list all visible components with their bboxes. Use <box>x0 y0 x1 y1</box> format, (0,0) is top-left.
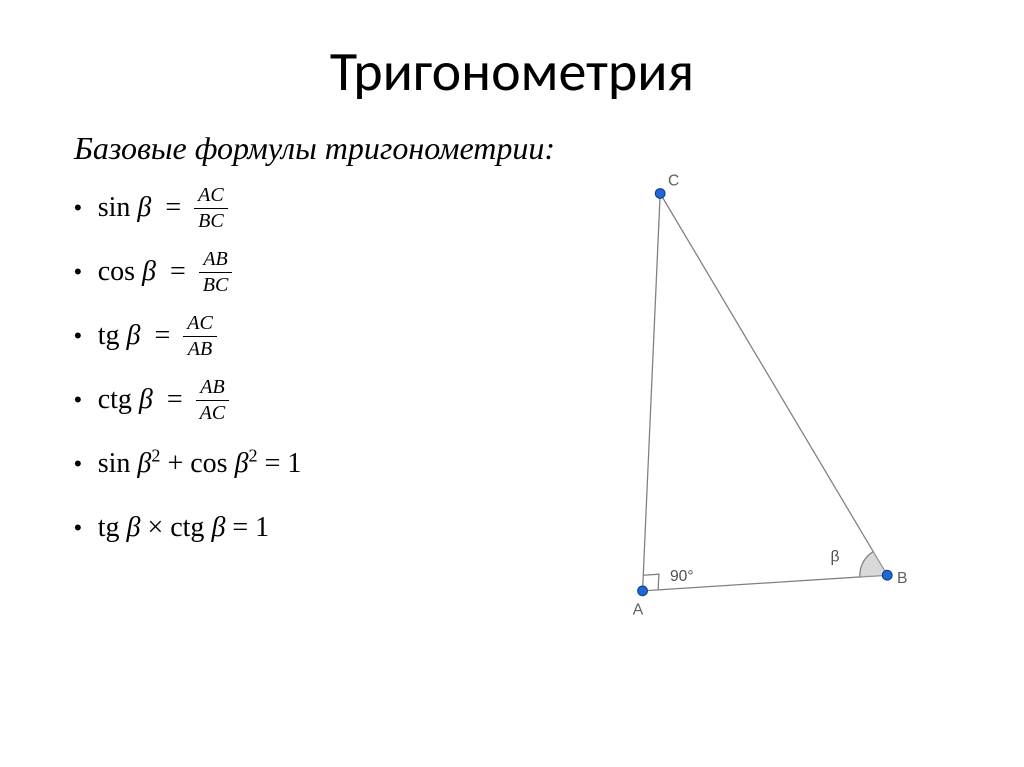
bullet-icon: • <box>74 387 82 413</box>
svg-text:β: β <box>830 548 839 565</box>
formula-text: cos β = <box>98 256 193 288</box>
formula-text: sin β2 + cos β2 = 1 <box>98 448 302 480</box>
fraction: AB AC <box>196 377 230 424</box>
fraction: AC AB <box>183 313 217 360</box>
subtitle: Базовые формулы тригонометрии: <box>74 130 984 167</box>
formula-text: tg β × ctg β = 1 <box>98 512 269 544</box>
triangle-figure: A B C 90° β <box>550 170 970 630</box>
bullet-icon: • <box>74 259 82 285</box>
formula-text: sin β = <box>98 192 188 224</box>
bullet-icon: • <box>74 451 82 477</box>
svg-text:90°: 90° <box>670 568 694 585</box>
formula-text: tg β = <box>98 320 178 352</box>
triangle-svg: A B C 90° β <box>550 170 970 630</box>
bullet-icon: • <box>74 515 82 541</box>
fraction: AC BC <box>194 185 228 232</box>
slide-title: Тригонометрия <box>0 0 1024 106</box>
bullet-icon: • <box>74 195 82 221</box>
formula-text: ctg β = <box>98 384 190 416</box>
svg-text:A: A <box>633 601 644 618</box>
svg-text:C: C <box>668 173 679 190</box>
bullet-icon: • <box>74 323 82 349</box>
fraction: AB BC <box>199 249 233 296</box>
svg-text:B: B <box>897 570 907 587</box>
